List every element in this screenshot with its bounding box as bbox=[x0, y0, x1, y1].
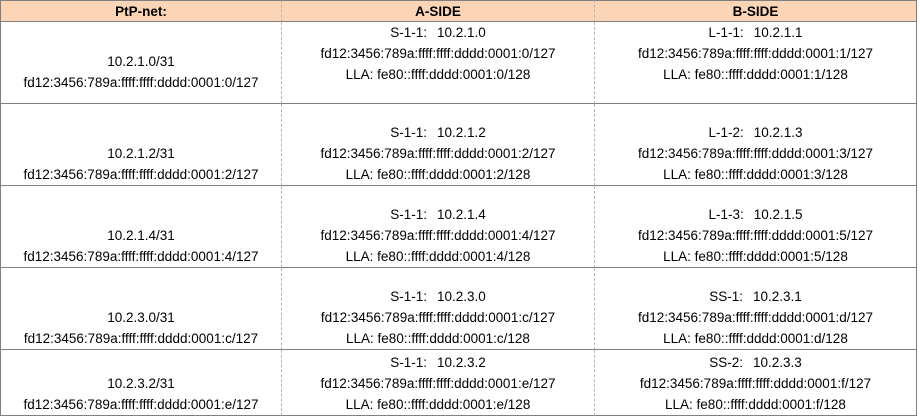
b-side-cell[interactable]: L-1-3: 10.2.1.5 fd12:3456:789a:ffff:ffff:… bbox=[595, 186, 917, 268]
ipv4-address: 10.2.1.5 bbox=[753, 207, 803, 222]
net-ipv4: 10.2.1.2/31 bbox=[107, 146, 175, 161]
ipv6-address: fd12:3456:789a:ffff:ffff:dddd:0001:d/127 bbox=[638, 310, 873, 325]
b-side-ipv4-line: SS-1: 10.2.3.1 bbox=[709, 286, 802, 307]
b-side-ipv4-line: L-1-3: 10.2.1.5 bbox=[708, 204, 802, 225]
a-side-cell[interactable]: S-1-1: 10.2.1.4 fd12:3456:789a:ffff:ffff:… bbox=[282, 186, 595, 268]
b-side-cell[interactable]: SS-2: 10.2.3.3 fd12:3456:789a:ffff:ffff:d… bbox=[595, 350, 917, 416]
device-name: L-1-2: bbox=[708, 125, 744, 140]
ipv4-address: 10.2.3.3 bbox=[752, 355, 802, 370]
link-local-address: LLA: fe80::ffff:dddd:0001:3/128 bbox=[663, 167, 848, 182]
ipv6-address: fd12:3456:789a:ffff:ffff:dddd:0001:c/127 bbox=[320, 310, 556, 325]
ptp-net-cell[interactable]: 10.2.1.4/31 fd12:3456:789a:ffff:ffff:ddd… bbox=[0, 186, 282, 268]
ipv6-address: fd12:3456:789a:ffff:ffff:dddd:0001:1/127 bbox=[638, 46, 873, 61]
ipv6-address: fd12:3456:789a:ffff:ffff:dddd:0001:3/127 bbox=[638, 146, 873, 161]
ptp-net-cell[interactable]: 10.2.1.2/31 fd12:3456:789a:ffff:ffff:ddd… bbox=[0, 104, 282, 186]
a-side-cell[interactable]: S-1-1: 10.2.1.2 fd12:3456:789a:ffff:ffff:… bbox=[282, 104, 595, 186]
ipv4-address: 10.2.1.3 bbox=[753, 125, 803, 140]
ipv6-address: fd12:3456:789a:ffff:ffff:dddd:0001:2/127 bbox=[320, 146, 556, 161]
ipv4-address: 10.2.1.0 bbox=[436, 25, 486, 40]
device-name: S-1-1: bbox=[390, 25, 427, 40]
b-side-ipv4-line: SS-2: 10.2.3.3 bbox=[709, 352, 802, 373]
b-side-cell[interactable]: L-1-2: 10.2.1.3 fd12:3456:789a:ffff:ffff:… bbox=[595, 104, 917, 186]
link-local-address: LLA: fe80::ffff:dddd:0001:4/128 bbox=[345, 249, 531, 264]
a-side-ipv4-line: S-1-1: 10.2.1.0 bbox=[390, 22, 486, 43]
net-ipv6: fd12:3456:789a:ffff:ffff:dddd:0001:e/127 bbox=[23, 397, 259, 412]
ipv4-address: 10.2.3.0 bbox=[436, 289, 486, 304]
ptp-net-cell[interactable]: 10.2.3.2/31 fd12:3456:789a:ffff:ffff:ddd… bbox=[0, 350, 282, 416]
net-ipv6: fd12:3456:789a:ffff:ffff:dddd:0001:c/127 bbox=[23, 331, 259, 346]
ipv6-address: fd12:3456:789a:ffff:ffff:dddd:0001:0/127 bbox=[320, 46, 556, 61]
net-ipv4: 10.2.3.2/31 bbox=[107, 376, 175, 391]
header-ptp-net[interactable]: PtP-net: bbox=[0, 0, 282, 22]
a-side-ipv4-line: S-1-1: 10.2.1.4 bbox=[390, 204, 486, 225]
a-side-ipv4-line: S-1-1: 10.2.3.0 bbox=[390, 286, 486, 307]
b-side-ipv4-line: L-1-1: 10.2.1.1 bbox=[708, 22, 802, 43]
device-name: S-1-1: bbox=[390, 289, 427, 304]
header-b-side[interactable]: B-SIDE bbox=[595, 0, 917, 22]
device-name: L-1-1: bbox=[708, 25, 744, 40]
device-name: SS-2: bbox=[709, 355, 743, 370]
ptp-net-cell[interactable]: 10.2.3.0/31 fd12:3456:789a:ffff:ffff:ddd… bbox=[0, 268, 282, 350]
ipv4-address: 10.2.1.2 bbox=[436, 125, 486, 140]
net-ipv4: 10.2.1.0/31 bbox=[107, 53, 175, 69]
net-ipv6: fd12:3456:789a:ffff:ffff:dddd:0001:2/127 bbox=[23, 167, 259, 182]
device-name: S-1-1: bbox=[390, 355, 427, 370]
header-a-side[interactable]: A-SIDE bbox=[282, 0, 595, 22]
ipv6-address: fd12:3456:789a:ffff:ffff:dddd:0001:f/127 bbox=[639, 376, 872, 391]
b-side-cell[interactable]: SS-1: 10.2.3.1 fd12:3456:789a:ffff:ffff:d… bbox=[595, 268, 917, 350]
link-local-address: LLA: fe80::ffff:dddd:0001:f/128 bbox=[665, 397, 846, 412]
a-side-cell[interactable]: S-1-1: 10.2.1.0 fd12:3456:789a:ffff:ffff:… bbox=[282, 22, 595, 104]
b-side-cell[interactable]: L-1-1: 10.2.1.1 fd12:3456:789a:ffff:ffff:… bbox=[595, 22, 917, 104]
link-local-address: LLA: fe80::ffff:dddd:0001:1/128 bbox=[663, 67, 848, 82]
b-side-ipv4-line: L-1-2: 10.2.1.3 bbox=[708, 122, 802, 143]
device-name: SS-1: bbox=[709, 289, 743, 304]
ipv6-address: fd12:3456:789a:ffff:ffff:dddd:0001:5/127 bbox=[638, 228, 873, 243]
a-side-ipv4-line: S-1-1: 10.2.1.2 bbox=[390, 122, 486, 143]
device-name: S-1-1: bbox=[390, 125, 427, 140]
net-ipv4: 10.2.3.0/31 bbox=[107, 310, 175, 325]
device-name: S-1-1: bbox=[390, 207, 427, 222]
link-local-address: LLA: fe80::ffff:dddd:0001:e/128 bbox=[345, 397, 531, 412]
a-side-ipv4-line: S-1-1: 10.2.3.2 bbox=[390, 352, 486, 373]
link-local-address: LLA: fe80::ffff:dddd:0001:0/128 bbox=[345, 67, 531, 82]
ptp-net-cell[interactable]: 10.2.1.0/31 fd12:3456:789a:ffff:ffff:ddd… bbox=[0, 22, 282, 104]
link-local-address: LLA: fe80::ffff:dddd:0001:d/128 bbox=[663, 331, 848, 346]
net-ipv6: fd12:3456:789a:ffff:ffff:dddd:0001:0/127 bbox=[23, 74, 259, 90]
device-name: L-1-3: bbox=[708, 207, 744, 222]
net-ipv6: fd12:3456:789a:ffff:ffff:dddd:0001:4/127 bbox=[23, 249, 259, 264]
ipv4-address: 10.2.3.1 bbox=[752, 289, 802, 304]
a-side-cell[interactable]: S-1-1: 10.2.3.2 fd12:3456:789a:ffff:ffff:… bbox=[282, 350, 595, 416]
a-side-cell[interactable]: S-1-1: 10.2.3.0 fd12:3456:789a:ffff:ffff:… bbox=[282, 268, 595, 350]
ipv4-address: 10.2.1.1 bbox=[753, 25, 803, 40]
ipv6-address: fd12:3456:789a:ffff:ffff:dddd:0001:e/127 bbox=[320, 376, 556, 391]
link-local-address: LLA: fe80::ffff:dddd:0001:2/128 bbox=[345, 167, 531, 182]
link-local-address: LLA: fe80::ffff:dddd:0001:5/128 bbox=[663, 249, 848, 264]
ipv4-address: 10.2.1.4 bbox=[436, 207, 486, 222]
ipv4-address: 10.2.3.2 bbox=[436, 355, 486, 370]
link-local-address: LLA: fe80::ffff:dddd:0001:c/128 bbox=[346, 331, 530, 346]
net-ipv4: 10.2.1.4/31 bbox=[107, 228, 175, 243]
ipv6-address: fd12:3456:789a:ffff:ffff:dddd:0001:4/127 bbox=[320, 228, 556, 243]
